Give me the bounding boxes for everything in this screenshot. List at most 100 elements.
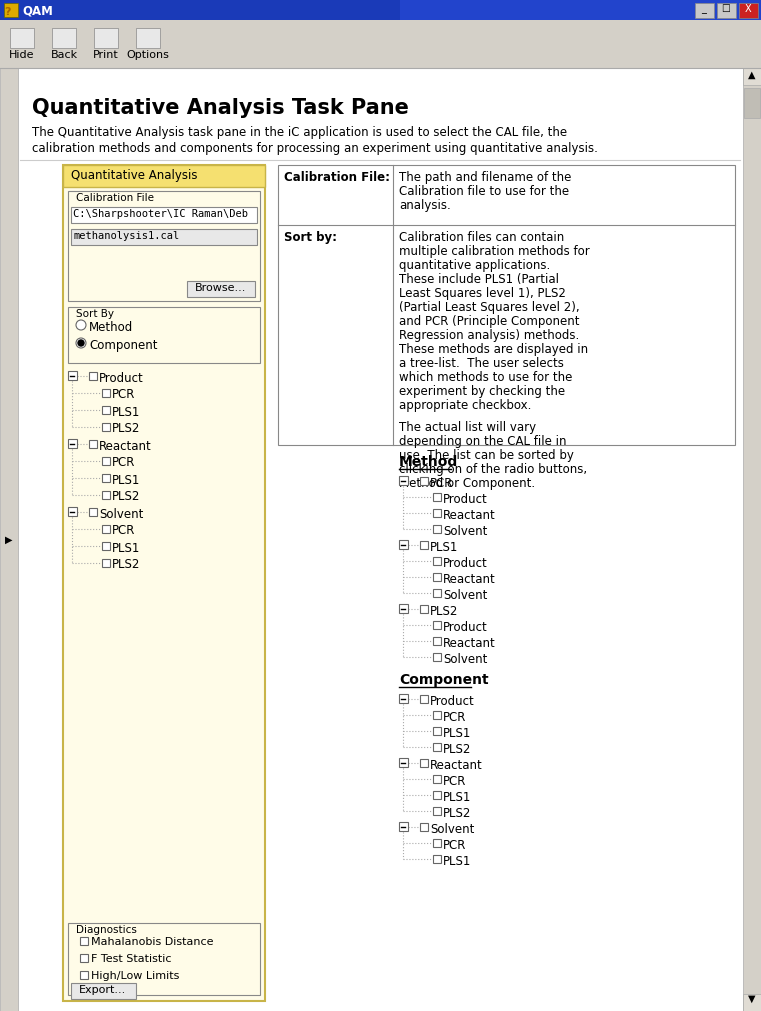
Text: Solvent: Solvent (430, 823, 474, 836)
Bar (71, 983, 136, 999)
Text: quantitative applications.: quantitative applications. (399, 259, 550, 272)
Text: Mahalanobis Distance: Mahalanobis Distance (91, 937, 214, 947)
Text: X: X (745, 4, 751, 14)
Text: Reactant: Reactant (443, 637, 495, 650)
Bar (433, 525, 441, 533)
Bar (433, 637, 441, 645)
Text: PLS2: PLS2 (112, 490, 140, 503)
Bar (278, 165, 735, 445)
Bar (187, 281, 255, 297)
Bar (433, 621, 441, 629)
Text: methanolysis1.cal: methanolysis1.cal (73, 231, 180, 241)
Text: PCR: PCR (443, 839, 466, 852)
Bar (433, 573, 441, 581)
Text: PLS1: PLS1 (430, 541, 458, 554)
Text: ?: ? (4, 7, 11, 17)
Bar (0, 0, 761, 20)
Text: Reactant: Reactant (443, 509, 495, 522)
Bar (102, 490, 110, 498)
Text: Least Squares level 1), PLS2: Least Squares level 1), PLS2 (399, 287, 566, 300)
Text: Method or Component.: Method or Component. (399, 477, 535, 490)
Text: Product: Product (443, 621, 488, 634)
Bar (433, 791, 441, 799)
Text: a tree-list.  The user selects: a tree-list. The user selects (399, 357, 564, 370)
Bar (102, 473, 110, 481)
Bar (433, 509, 441, 517)
Bar (71, 207, 257, 223)
Bar (433, 711, 441, 719)
Text: Solvent: Solvent (443, 589, 487, 602)
Text: Sort by:: Sort by: (284, 231, 337, 244)
Text: appropriate checkbox.: appropriate checkbox. (399, 399, 531, 412)
Text: PLS1: PLS1 (112, 405, 140, 419)
Text: The path and filename of the: The path and filename of the (399, 171, 572, 184)
Text: PCR: PCR (112, 525, 135, 538)
Bar (399, 694, 408, 703)
Text: Reactant: Reactant (430, 759, 482, 772)
Text: Reactant: Reactant (443, 573, 495, 586)
Bar (433, 653, 441, 661)
Text: PLS2: PLS2 (443, 743, 471, 756)
Text: Hide: Hide (9, 50, 35, 60)
Text: and PCR (Principle Component: and PCR (Principle Component (399, 315, 579, 328)
Bar (399, 540, 408, 549)
Bar (4, 3, 18, 17)
Bar (433, 839, 441, 847)
Text: ▼: ▼ (748, 994, 756, 1004)
Bar (10, 28, 34, 48)
Text: PLS1: PLS1 (112, 542, 140, 554)
Text: Folder:: Folder: (73, 207, 111, 217)
Text: Solvent: Solvent (443, 653, 487, 666)
Bar (695, 3, 714, 18)
Text: Print: Print (93, 50, 119, 60)
Bar (433, 807, 441, 815)
Text: Diagnostics: Diagnostics (76, 925, 137, 935)
Text: Solvent: Solvent (443, 525, 487, 538)
Text: Export...: Export... (79, 985, 126, 995)
Text: _: _ (702, 4, 706, 14)
Bar (80, 971, 88, 979)
Text: experiment by checking the: experiment by checking the (399, 385, 565, 398)
Text: Back: Back (50, 50, 78, 60)
Bar (94, 28, 118, 48)
Text: ▶: ▶ (5, 535, 13, 545)
Text: analysis.: analysis. (399, 199, 451, 212)
Bar (68, 370, 77, 379)
Bar (433, 855, 441, 863)
Text: Solvent: Solvent (99, 508, 143, 521)
Text: PLS1: PLS1 (443, 727, 471, 740)
Text: The actual list will vary: The actual list will vary (399, 421, 537, 434)
Bar (102, 405, 110, 413)
Bar (433, 589, 441, 598)
Text: PLS2: PLS2 (443, 807, 471, 820)
Text: These methods are displayed in: These methods are displayed in (399, 343, 588, 356)
Text: Calibration file to use for the: Calibration file to use for the (399, 185, 569, 198)
Bar (399, 476, 408, 485)
Text: clicking on of the radio buttons,: clicking on of the radio buttons, (399, 463, 587, 476)
Text: Reactant: Reactant (99, 440, 151, 453)
Circle shape (76, 320, 86, 330)
Bar (420, 541, 428, 549)
Bar (743, 68, 761, 85)
Bar (52, 28, 76, 48)
Text: C:\Sharpshooter\IC Raman\Deb: C:\Sharpshooter\IC Raman\Deb (73, 209, 248, 219)
Text: multiple calibration methods for: multiple calibration methods for (399, 245, 590, 258)
Text: Calibration File: Calibration File (76, 193, 154, 203)
Bar (68, 439, 77, 448)
Bar (717, 3, 736, 18)
Bar (433, 727, 441, 735)
Bar (71, 229, 257, 245)
Bar (420, 605, 428, 613)
Text: PCR: PCR (112, 388, 135, 401)
Circle shape (76, 338, 86, 348)
Text: The Quantitative Analysis task pane in the iC application is used to select the : The Quantitative Analysis task pane in t… (32, 126, 567, 139)
Bar (433, 743, 441, 751)
Text: Sort By: Sort By (76, 309, 114, 319)
Bar (420, 477, 428, 485)
Text: Product: Product (430, 695, 475, 708)
Bar (433, 775, 441, 783)
Bar (80, 954, 88, 962)
Bar (739, 3, 758, 18)
Text: Browse...: Browse... (196, 283, 247, 293)
Text: PLS1: PLS1 (443, 791, 471, 804)
